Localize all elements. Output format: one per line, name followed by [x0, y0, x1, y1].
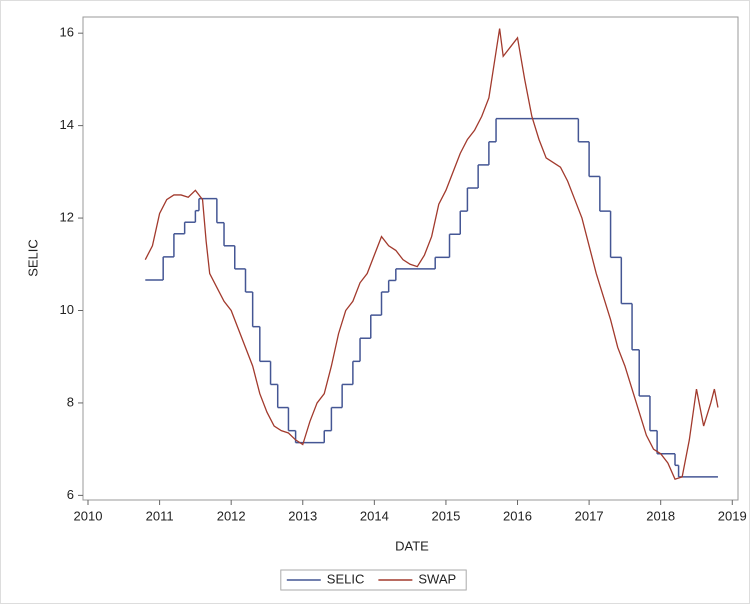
x-tick-label: 2015 [431, 508, 460, 523]
y-axis-label: SELIC [25, 239, 40, 277]
y-tick-label: 12 [60, 209, 74, 224]
plot-frame [82, 16, 739, 501]
legend-box [280, 569, 467, 591]
y-tick-label: 14 [60, 117, 74, 132]
y-tick-label: 6 [67, 487, 74, 502]
x-tick-label: 2010 [74, 508, 103, 523]
x-tick-label: 2011 [146, 508, 174, 523]
x-tick-label: 2016 [503, 508, 532, 523]
legend: SELIC SWAP [280, 569, 467, 591]
series-line [144, 28, 719, 480]
legend-label: SWAP [418, 571, 456, 586]
legend-label: SELIC [327, 571, 365, 586]
x-tick-label: 2012 [217, 508, 246, 523]
y-tick-label: 8 [67, 394, 74, 409]
y-tick-label: 10 [60, 302, 74, 317]
x-axis-label: DATE [395, 538, 429, 553]
y-tick-label: 16 [60, 25, 74, 40]
x-tick-label: 2014 [360, 508, 389, 523]
x-tick-label: 2019 [718, 508, 747, 523]
x-tick-label: 2017 [575, 508, 604, 523]
x-tick-label: 2013 [288, 508, 317, 523]
x-tick-label: 2018 [646, 508, 675, 523]
